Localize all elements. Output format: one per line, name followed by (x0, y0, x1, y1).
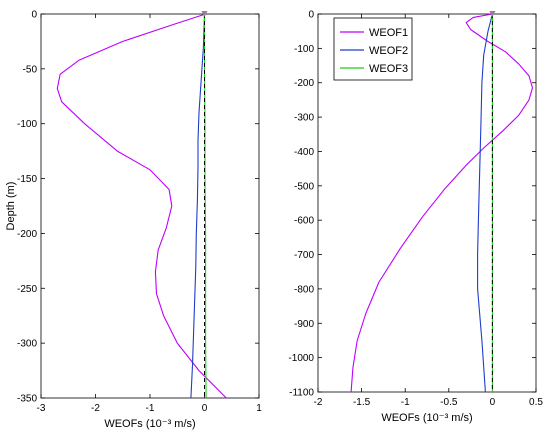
panel1-xtick-label: -1 (146, 403, 155, 414)
panel1-ytick-label: -350 (17, 394, 37, 405)
panel2-legend-box (333, 17, 413, 81)
panel2-ytick-label: -1000 (288, 353, 314, 364)
panel2-xtick-label: -2 (314, 397, 323, 408)
panel2-series-1-line (350, 13, 534, 393)
panel2-ytick-label: -400 (294, 147, 314, 158)
panel2-xlabel: WEOFs (10⁻³ m/s) (381, 412, 472, 424)
panel1-ytick-label: -150 (17, 174, 37, 185)
panel1-xtick-label: 0 (202, 403, 208, 414)
panel2-ytick-label: -200 (294, 78, 314, 89)
panel2-legend: WEOF1 WEOF2 WEOF3 (333, 17, 413, 81)
panel1-ytick-label: 0 (31, 10, 37, 21)
panel2-xtick-label: -1 (401, 397, 410, 408)
panel1-series-2-line (190, 13, 206, 399)
panel2-top-marker (489, 11, 496, 17)
panel1-ytick-label: -50 (23, 64, 38, 75)
panel1-xtick-label: 1 (256, 403, 262, 414)
panel2-xtick-label: 0.5 (529, 397, 543, 408)
panel2: -2 -1.5 -1 -0.5 0 0.5 0 -100 -200 -300 -400 -500 -60… (288, 10, 543, 425)
panel1-xtick-label: -2 (91, 403, 100, 414)
panel2-ytick-label: -900 (294, 319, 314, 330)
panel2-xtick-label: -0.5 (440, 397, 458, 408)
panel2-legend-label: WEOF1 (369, 27, 408, 39)
panel2-ytick-label: 0 (308, 10, 314, 21)
panel2-ytick-label: -600 (294, 216, 314, 227)
panel2-ytick-label: -1100 (289, 388, 314, 399)
panel1-top-marker (201, 11, 208, 17)
panel1-ytick-label: -250 (17, 284, 37, 295)
panel2-series-2-line (477, 13, 493, 393)
panel2-ytick-label: -700 (294, 250, 314, 261)
panel1-ytick-label: -100 (17, 119, 37, 130)
panel2-legend-label: WEOF2 (369, 45, 408, 57)
panel2-xtick-label: -1.5 (353, 397, 371, 408)
panel1-ytick-label: -300 (17, 339, 37, 350)
panel1-xlabel: WEOFs (10⁻³ m/s) (104, 418, 195, 430)
panel1-axes-box (40, 13, 260, 399)
panel2-ytick-label: -800 (294, 284, 314, 295)
panel1-ytick-label: -200 (17, 229, 37, 240)
panel2-xtick-label: 0 (490, 397, 496, 408)
panel1-xtick-label: -3 (37, 403, 46, 414)
panel1: -3 -2 -1 0 1 0 -50 -100 -150 -200 -250 -300 -350 WEOF… (5, 10, 262, 431)
panel1-series-1-line (56, 13, 227, 399)
panel1-ylabel: Depth (m) (5, 182, 17, 231)
panel2-ytick-label: -500 (294, 181, 314, 192)
panel2-legend-label: WEOF3 (369, 63, 408, 75)
panel2-ytick-label: -100 (294, 44, 314, 55)
panel2-ytick-label: -300 (294, 113, 314, 124)
